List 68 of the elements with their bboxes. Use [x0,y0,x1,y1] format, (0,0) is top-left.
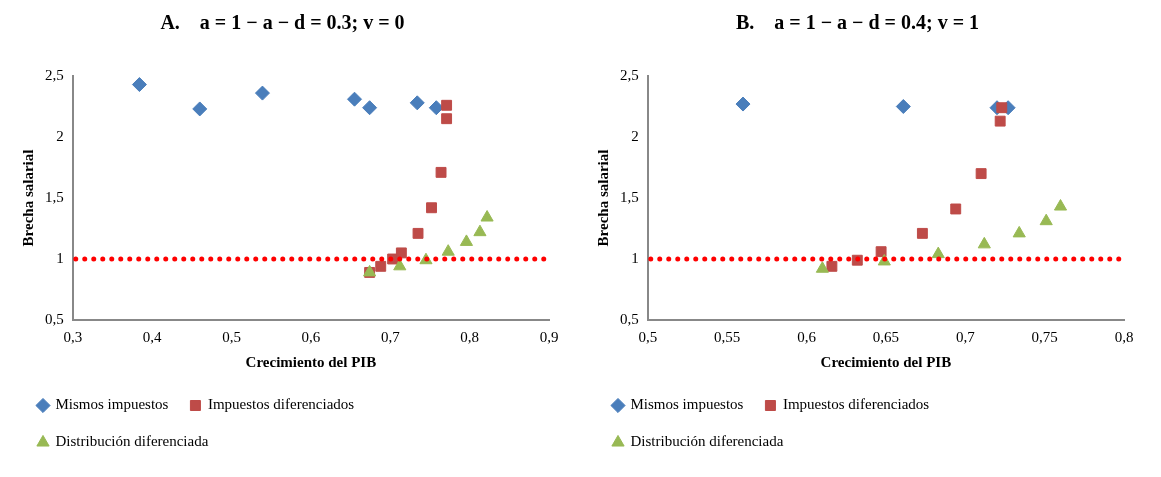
x-tick-label: 0,65 [872,328,899,345]
legend-label: Mismos impuestos [630,396,744,413]
x-tick-label: 0,9 [539,328,559,345]
y-axis-title: Brecha salarial [594,149,611,247]
legend-label: Impuestos diferenciados [782,396,930,413]
point [996,102,1008,114]
legend-label: Distribución diferenciada [55,433,209,450]
point [826,260,838,272]
point [395,247,407,259]
point [409,95,425,111]
point [1039,213,1053,226]
point [975,168,987,180]
x-tick-label: 0,8 [460,328,479,345]
point [480,210,494,222]
y-tick-label: 1 [56,249,64,266]
x-axis-title: Crecimiento del PIB [245,353,377,370]
y-tick-label: 2,5 [45,66,64,83]
y-tick-label: 0,5 [45,310,64,327]
x-tick-label: 0,55 [714,328,741,345]
point [412,227,424,239]
point [426,202,437,214]
x-tick-label: 0,7 [380,328,401,345]
point [1053,199,1068,211]
x-tick-label: 0,8 [1114,328,1134,345]
point [347,91,363,107]
x-tick-label: 0,6 [301,328,321,345]
y-axis-title: Brecha salarial [19,149,36,247]
point [875,246,887,258]
y-tick-label: 2 [56,127,64,144]
point [735,96,751,112]
point [1012,225,1026,238]
x-tick-label: 0,6 [797,328,817,345]
point [994,115,1006,127]
point [254,85,270,101]
point [192,101,208,117]
legend-label: Distribución diferenciada [630,433,784,450]
x-tick-label: 0,4 [142,328,162,345]
x-tick-label: 0,75 [1031,328,1058,345]
y-tick-label: 2 [631,127,639,144]
point [977,236,991,249]
point [441,113,453,125]
y-tick-label: 1,5 [45,188,64,205]
y-tick-label: 0,5 [620,310,639,327]
y-tick-label: 2,5 [620,66,639,83]
x-tick-label: 0,5 [222,328,241,345]
y-tick-label: 1 [631,249,639,266]
point [362,100,378,116]
legend-label: Mismos impuestos [55,396,169,413]
chart-title: A. a = 1 − a − d = 0.3; v = 0 [160,11,405,34]
point [441,244,455,256]
point [950,203,962,215]
point [895,99,911,114]
point [131,77,147,93]
point [428,100,444,116]
point [815,261,829,273]
point [375,260,387,272]
legend-label: Impuestos diferenciados [207,396,355,413]
x-axis-title: Crecimiento del PIB [820,353,952,370]
point [459,234,474,246]
point [441,99,453,111]
point [435,166,447,178]
point [916,227,928,239]
x-tick-label: 0,7 [955,328,976,345]
chart-title: B. a = 1 − a − d = 0.4; v = 1 [735,11,980,34]
point [473,224,487,237]
point [931,246,945,259]
y-tick-label: 1,5 [620,188,639,205]
x-tick-label: 0,3 [63,328,83,345]
